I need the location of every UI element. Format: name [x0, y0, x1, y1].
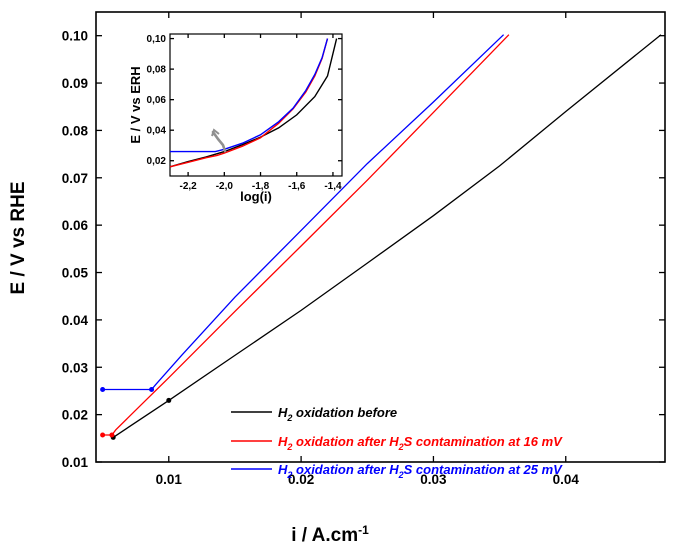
inset-arrow-head: [211, 128, 220, 137]
legend-label-part: oxidation after H: [292, 434, 399, 449]
legend-label-part: H: [278, 462, 288, 477]
legend-label-0: H2 oxidation before: [278, 405, 397, 423]
y-tick-label: 0.09: [62, 76, 88, 91]
x-tick-label: -1,4: [324, 181, 342, 192]
inset-axis-ticks: -2,2 -2,0 -1,8 -1,6 -1,4 0,02 0,04 0,06 0,08 0,10: [147, 34, 342, 192]
inset-series-line-1: [169, 38, 329, 168]
main-series-knee-point-1: [109, 432, 115, 438]
legend-label-part: S contamination at 25 mV: [404, 462, 564, 477]
legend-label-part: 2: [398, 442, 404, 452]
legend-label-part: 2: [286, 470, 292, 480]
y-tick-label: 0.03: [62, 360, 89, 375]
legend-label-1: H2 oxidation after H2S contamination at …: [278, 434, 563, 452]
y-tick-label: 0,08: [147, 65, 167, 76]
y-tick-label: 0.07: [62, 171, 88, 186]
legend-label-part: H: [278, 405, 288, 420]
legend-label-part: 2: [398, 470, 404, 480]
main-x-axis-title: i / A.cm-1: [291, 523, 369, 546]
main-series-group: [100, 34, 662, 440]
main-series-line-1: [102, 34, 510, 436]
inset-x-axis-title: log(i): [240, 189, 272, 204]
main-y-axis-title: E / V vs RHE: [8, 182, 29, 295]
legend-label-2: H2 oxidation after H2S contamination at …: [278, 462, 563, 480]
inset-y-axis-title: E / V vs ERH: [128, 66, 143, 143]
main-series-knee-point-0: [166, 397, 172, 403]
main-series-start-point-2: [100, 387, 106, 393]
y-tick-label: 0.08: [62, 123, 89, 138]
legend-label-part: 2: [286, 413, 292, 423]
y-tick-label: 0,02: [147, 156, 167, 167]
x-tick-label: 0.01: [156, 472, 183, 487]
x-tick-label: 0.03: [420, 472, 447, 487]
inset-plot-frame: [169, 33, 343, 177]
main-axis-ticks: 0.01 0.02 0.03 0.04 0.01 0.02 0.03 0.04 0.05 0.06…: [62, 12, 665, 487]
main-plot-frame: [95, 11, 666, 463]
legend-label-part: oxidation before: [292, 405, 397, 420]
x-tick-label: 0.02: [288, 472, 314, 487]
x-tick-label: 0.04: [553, 472, 580, 487]
legend-label-part: H: [278, 434, 288, 449]
y-tick-label: 0.06: [62, 218, 89, 233]
x-tick-label: -1,8: [252, 181, 270, 192]
legend-label-part: oxidation after H: [292, 462, 399, 477]
x-tick-label: -1,6: [288, 181, 306, 192]
main-series-knee-point-2: [149, 387, 155, 393]
y-tick-label: 0.04: [62, 313, 89, 328]
legend-label-part: S contamination at 16 mV: [404, 434, 564, 449]
y-tick-label: 0.01: [62, 455, 89, 470]
y-tick-label: 0.05: [62, 266, 89, 281]
x-tick-label: -2,2: [179, 181, 197, 192]
legend-label-part: 2: [286, 442, 292, 452]
y-tick-label: 0,04: [147, 126, 167, 137]
main-series-line-0: [112, 34, 662, 438]
x-tick-label: -2,0: [216, 181, 234, 192]
inset-series-line-2: [170, 38, 329, 153]
y-tick-label: 0,06: [147, 95, 167, 106]
y-tick-label: 0.10: [62, 29, 88, 44]
inset-series-group: [169, 38, 338, 168]
y-tick-label: 0.02: [62, 408, 88, 423]
y-tick-label: 0,10: [147, 34, 167, 45]
main-series-start-point-1: [100, 432, 106, 438]
